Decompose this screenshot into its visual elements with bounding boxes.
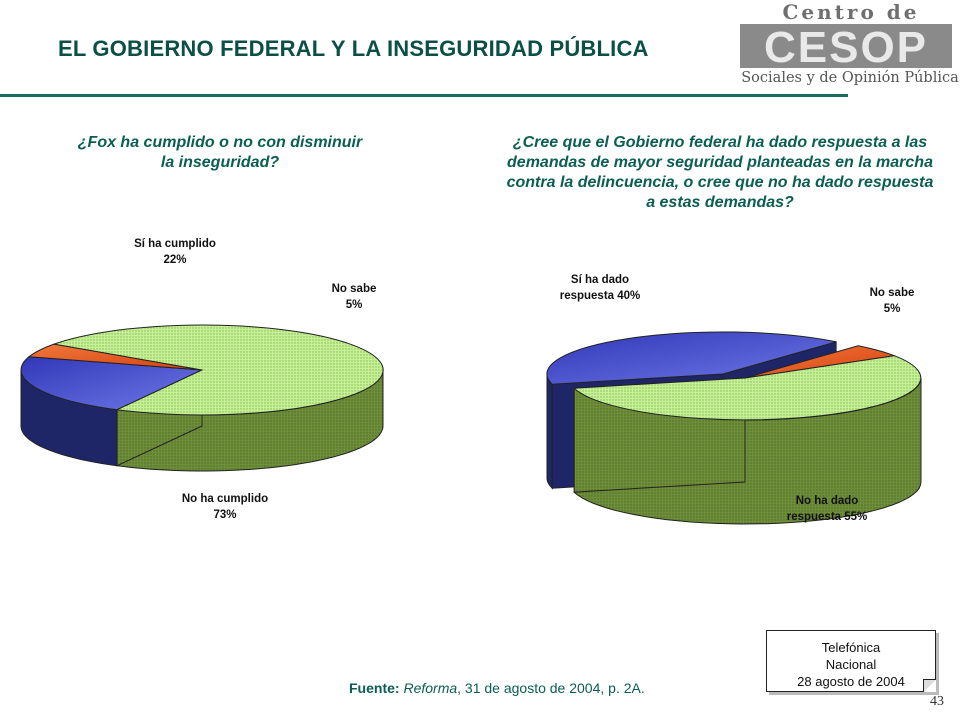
source-label: Fuente:	[349, 680, 400, 696]
logo-mark-graphic: CESOP	[740, 23, 952, 72]
pie2-slice-si	[546, 331, 837, 385]
source-publication: Reforma	[403, 680, 458, 696]
cesop-logo: Centro de Estudios CESOP Sociales y de O…	[734, 0, 960, 95]
pie1-label-nosabe: No sabe 5%	[331, 283, 377, 311]
pie2-slice-si-side	[546, 374, 553, 490]
logo-mark-text: CESOP	[764, 23, 928, 72]
logo-bottom-text: Sociales y de Opinión Pública	[741, 70, 959, 86]
survey-info-box: Telefónica Nacional 28 agosto de 2004	[766, 630, 936, 692]
page-title: EL GOBIERNO FEDERAL Y LA INSEGURIDAD PÚB…	[58, 36, 649, 61]
pie1-question: ¿Fox ha cumplido o no con disminuir la i…	[77, 134, 363, 171]
pie2-label-nosabe: No sabe 5%	[869, 287, 915, 315]
page-fold-icon	[923, 679, 936, 692]
pie1-label-no: No ha cumplido 73%	[181, 493, 269, 521]
pie1-label-si: Sí ha cumplido 22%	[134, 238, 216, 266]
source-note: Fuente: Reforma, 31 de agosto de 2004, p…	[349, 680, 645, 696]
pie2-label-no: No ha dado respuesta 55%	[786, 495, 868, 523]
pie2-label-si: Sí ha dado respuesta 40%	[559, 274, 641, 302]
infobox-line3: 28 agosto de 2004	[797, 674, 905, 689]
pie2-slice-no	[573, 355, 922, 421]
pie-chart-gobierno-respuesta	[546, 331, 922, 525]
pie1-slice-no	[52, 324, 384, 416]
pie2-question: ¿Cree que el Gobierno federal ha dado re…	[506, 134, 934, 211]
source-details: , 31 de agosto de 2004, p. 2A.	[457, 680, 645, 696]
infobox-line1: Telefónica	[821, 640, 881, 655]
infobox-line2: Nacional	[825, 657, 877, 672]
page-number: 43	[930, 694, 944, 709]
pie-chart-fox-cumplido	[20, 324, 384, 472]
pie1-slice-si	[20, 356, 204, 411]
header-rule	[0, 94, 848, 97]
